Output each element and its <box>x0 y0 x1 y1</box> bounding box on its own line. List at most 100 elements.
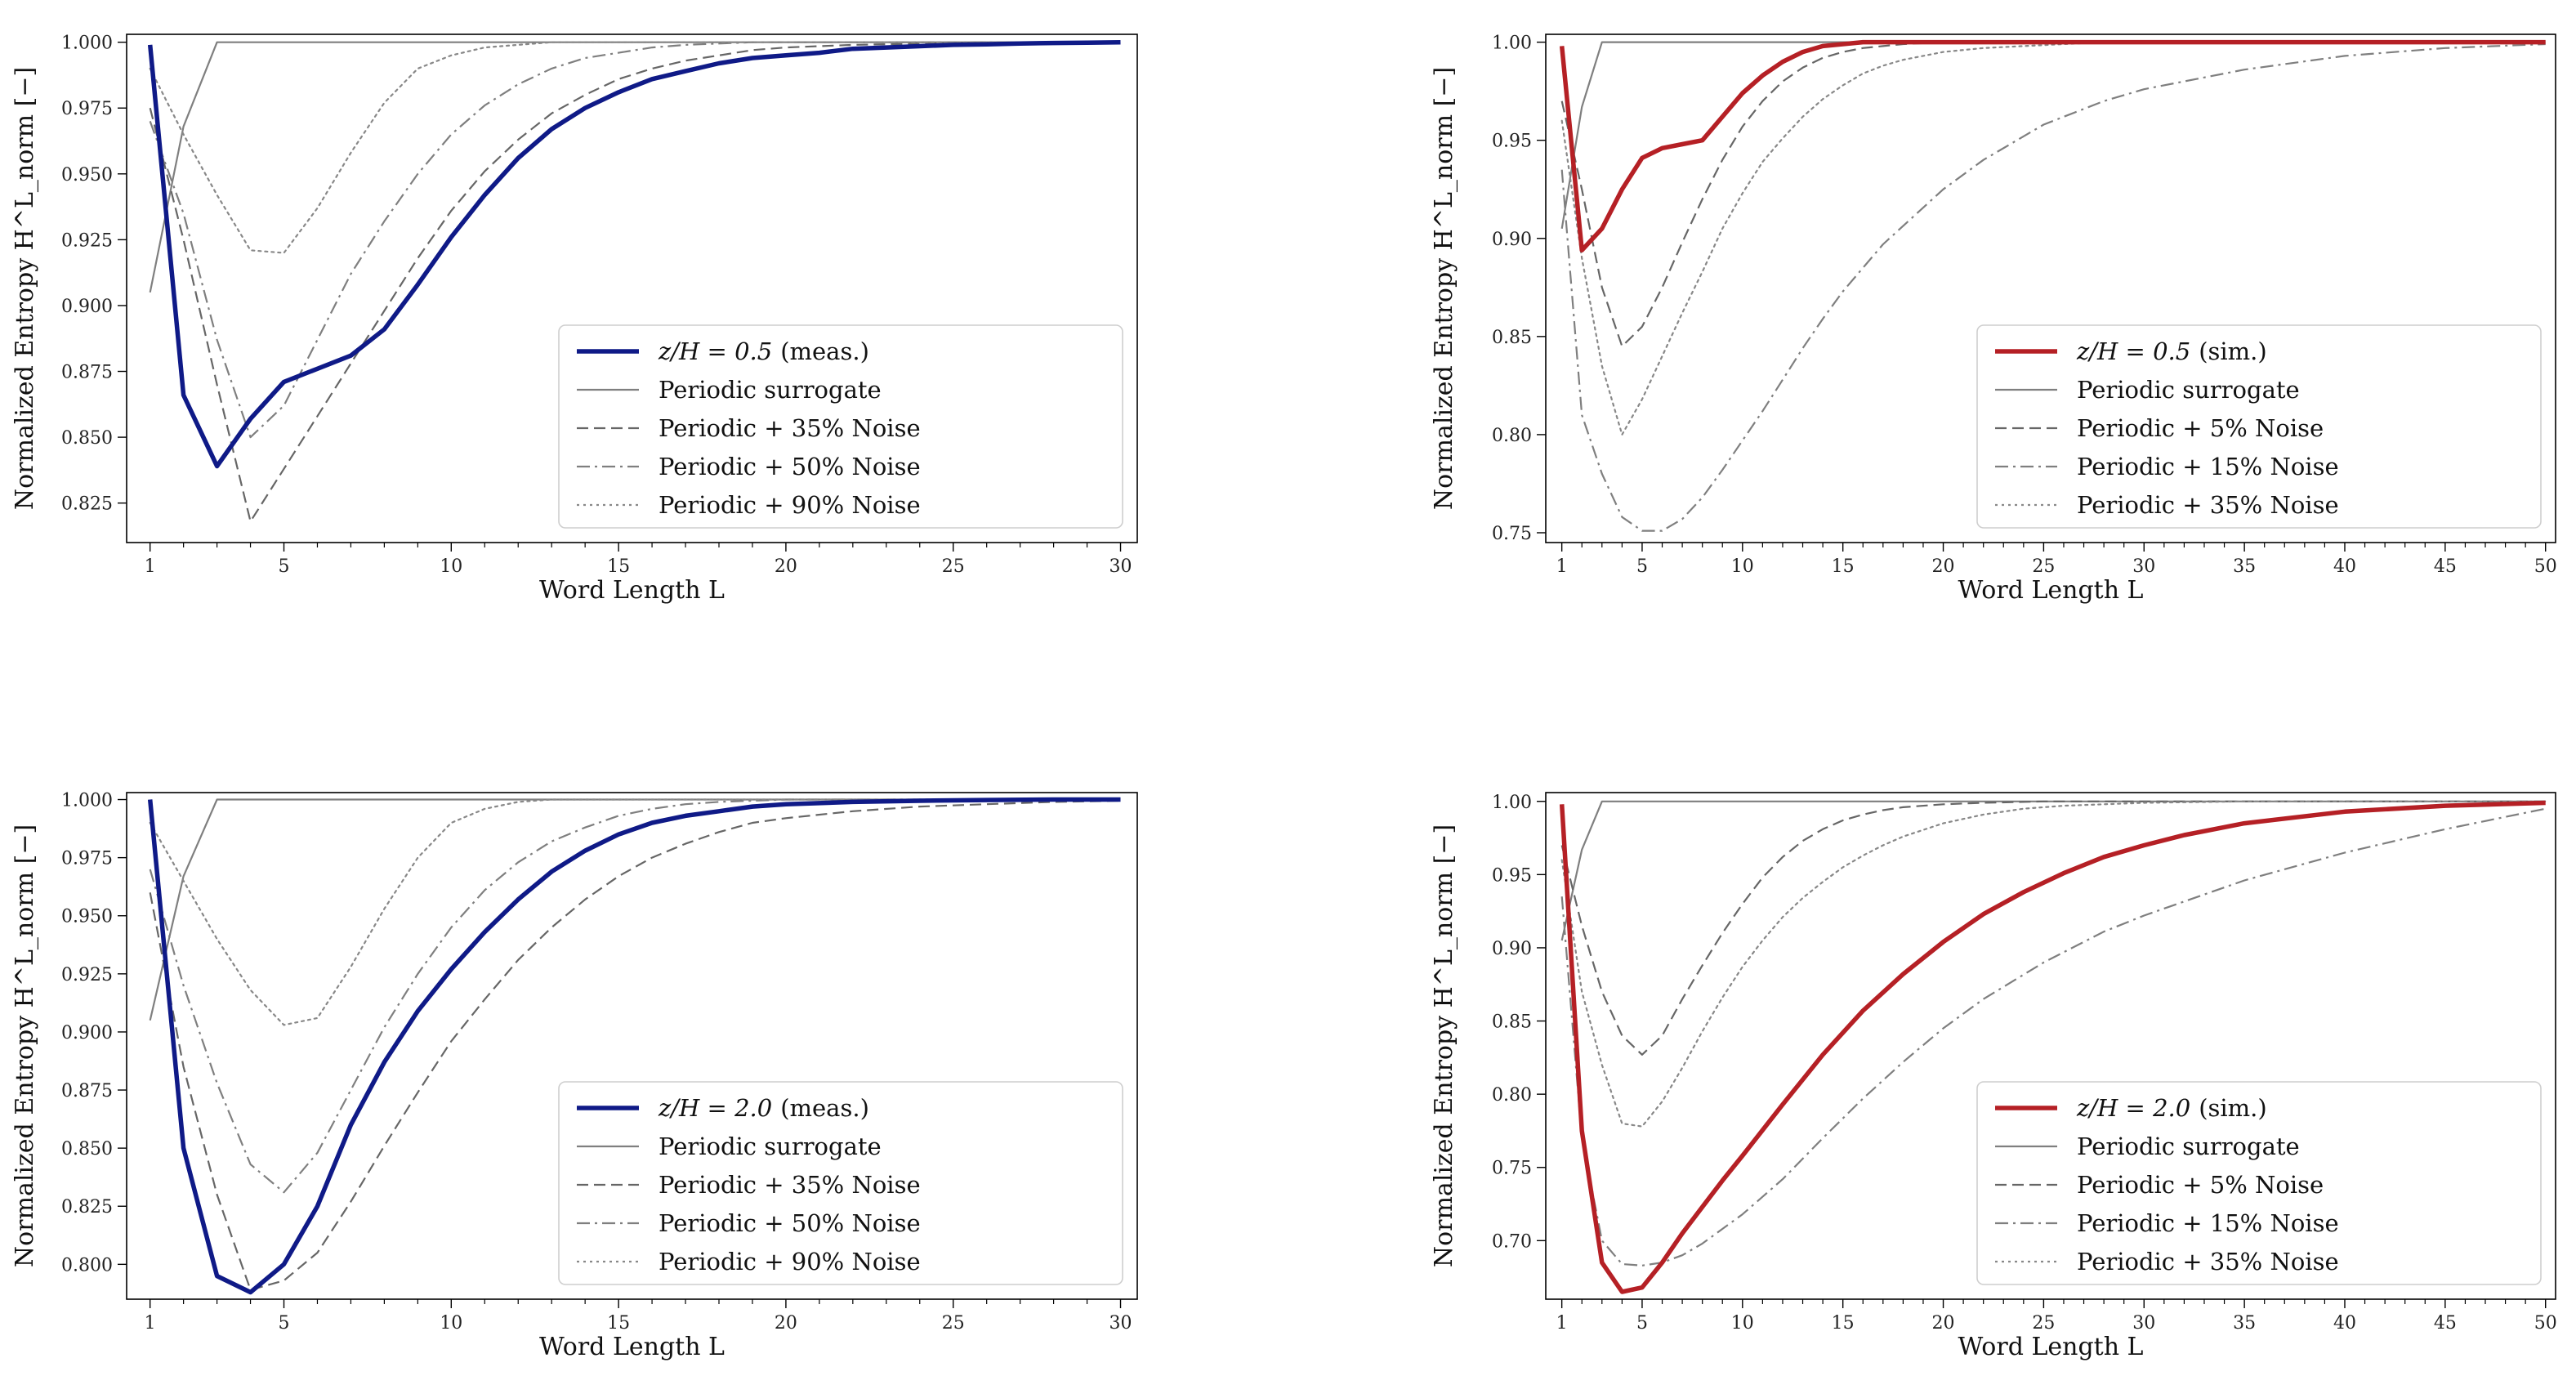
legend-entry-label: Periodic + 5% Noise <box>2077 414 2324 442</box>
legend-entry-suffix: (meas.) <box>780 337 869 365</box>
legend-entry-label: Periodic + 15% Noise <box>2077 1209 2339 1237</box>
legend-entry-label: Periodic + 35% Noise <box>659 414 921 442</box>
x-tick-label: 15 <box>607 1313 630 1334</box>
y-tick-label: 0.925 <box>61 965 113 985</box>
series-line-4 <box>149 798 1122 1026</box>
legend-entry-label: Periodic surrogate <box>2077 376 2300 404</box>
series-line-4 <box>1560 800 2547 1128</box>
legend-entry-label: Periodic + 50% Noise <box>659 1209 921 1237</box>
y-tick-label: 0.875 <box>61 1081 113 1101</box>
legend-box <box>558 1081 1123 1285</box>
legend-entry-label: Periodic surrogate <box>659 1133 882 1160</box>
y-tick-label: 0.900 <box>61 1023 113 1043</box>
y-tick-label: 0.825 <box>61 1197 113 1217</box>
x-tick-label: 50 <box>2534 556 2557 577</box>
x-tick-label: 20 <box>775 1313 797 1334</box>
axes-frame <box>126 792 1138 1300</box>
series-line-2 <box>149 799 1121 1291</box>
x-tick-label: 15 <box>1832 1313 1855 1334</box>
x-tick-label: 30 <box>1109 556 1132 577</box>
x-tick-label: 1 <box>1556 556 1568 577</box>
x-tick-label: 50 <box>2534 1313 2557 1334</box>
x-axis-label: Word Length L <box>539 576 725 605</box>
y-tick-label: 0.850 <box>61 1139 113 1159</box>
y-tick-label: 1.00 <box>1492 34 1532 54</box>
x-tick-label: 10 <box>440 556 462 577</box>
legend-entry-label: Periodic + 35% Noise <box>659 1171 921 1199</box>
x-tick-label: 25 <box>2032 556 2055 577</box>
x-tick-label: 40 <box>2333 1313 2356 1334</box>
axes-frame <box>126 34 1138 543</box>
y-tick-label: 0.800 <box>61 1255 113 1275</box>
plot-area <box>147 797 1122 1295</box>
series-line-3 <box>1560 42 2546 532</box>
x-tick-label: 25 <box>942 556 965 577</box>
y-axis-label: Normalized Entropy H^L_norm [−] <box>11 824 39 1267</box>
legend: z/H = 0.5 (sim.) Periodic surrogate Periodi… <box>1976 324 2542 529</box>
y-tick-label: 1.000 <box>61 791 113 811</box>
legend-entry-suffix: (sim.) <box>2199 1094 2267 1122</box>
x-tick-label: 45 <box>2434 556 2457 577</box>
legend-entry-label: Periodic + 90% Noise <box>659 1248 921 1275</box>
series-line-0 <box>147 797 1121 1295</box>
chart-panel-bottom-right: 1 5 10 15 20 25 30 35 40 45 500.700.750.800.850.90… <box>1430 792 2557 1361</box>
series-line-2 <box>149 41 1121 523</box>
y-axis-label: Normalized Entropy H^L_norm [−] <box>1430 824 1458 1267</box>
x-tick-label: 30 <box>1109 1313 1132 1334</box>
plot-area <box>1559 800 2547 1294</box>
series-line-1 <box>149 41 1121 293</box>
plot-area <box>147 39 1122 523</box>
legend-box <box>1976 324 2542 529</box>
legend-entry-main: z/H = 0.5 <box>2076 337 2190 365</box>
x-tick-label: 30 <box>2132 1313 2155 1334</box>
x-tick-label: 30 <box>2132 556 2155 577</box>
legend-entry-label: z/H = 2.0 (sim.) <box>2076 1094 2267 1122</box>
legend-entry-label: Periodic surrogate <box>2077 1133 2300 1160</box>
chart-panel-bottom-left: 1 5 10 15 20 25 300.8000.8250.8500.8750.9000.9… <box>11 791 1138 1361</box>
y-axis-label: Normalized Entropy H^L_norm [−] <box>11 67 39 510</box>
x-tick-label: 5 <box>279 1313 290 1334</box>
x-tick-label: 10 <box>440 1313 462 1334</box>
y-tick-label: 0.95 <box>1492 865 1532 886</box>
x-tick-label: 35 <box>2233 1313 2256 1334</box>
legend: z/H = 2.0 (sim.) Periodic surrogate Periodi… <box>1976 1081 2542 1285</box>
legend-entry-label: z/H = 2.0 (meas.) <box>658 1094 869 1122</box>
series-line-3 <box>149 798 1121 1194</box>
y-tick-label: 0.80 <box>1492 426 1532 446</box>
x-tick-label: 10 <box>1731 1313 1754 1334</box>
x-tick-label: 40 <box>2333 556 2356 577</box>
series-line-1 <box>149 798 1121 1021</box>
legend-entry-label: Periodic + 35% Noise <box>2077 1248 2339 1275</box>
legend-entry-suffix: (meas.) <box>780 1094 869 1122</box>
legend-entry-label: Periodic + 35% Noise <box>2077 491 2339 519</box>
legend: z/H = 2.0 (meas.) Periodic surrogate Period… <box>558 1081 1123 1285</box>
y-tick-label: 0.85 <box>1492 328 1532 348</box>
legend-entry-suffix: (sim.) <box>2199 337 2267 365</box>
y-tick-label: 0.90 <box>1492 939 1532 959</box>
x-axis-label: Word Length L <box>539 1333 725 1361</box>
x-tick-label: 10 <box>1731 556 1754 577</box>
legend-entry-label: Periodic surrogate <box>659 376 882 404</box>
series-line-0 <box>1559 800 2546 1294</box>
y-tick-label: 0.950 <box>61 165 113 185</box>
series-line-0 <box>1559 39 2546 252</box>
x-tick-label: 5 <box>1636 556 1648 577</box>
y-tick-label: 0.75 <box>1492 524 1532 544</box>
y-tick-label: 1.00 <box>1492 793 1532 813</box>
x-tick-label: 35 <box>2233 556 2256 577</box>
legend-entry-label: Periodic + 90% Noise <box>659 491 921 519</box>
series-line-0 <box>147 39 1121 469</box>
legend: z/H = 0.5 (meas.) Periodic surrogate Period… <box>558 324 1123 529</box>
legend-entry-label: z/H = 0.5 (meas.) <box>658 337 869 365</box>
y-tick-label: 0.875 <box>61 363 113 383</box>
y-tick-label: 0.900 <box>61 297 113 317</box>
series-line-2 <box>1560 41 2546 347</box>
x-tick-label: 1 <box>145 1313 156 1334</box>
x-tick-label: 25 <box>942 1313 965 1334</box>
x-tick-label: 25 <box>2032 1313 2055 1334</box>
x-tick-label: 1 <box>145 556 156 577</box>
legend-entry-label: Periodic + 5% Noise <box>2077 1171 2324 1199</box>
legend-entry-main: z/H = 2.0 <box>658 1094 772 1122</box>
legend-entry-main: z/H = 2.0 <box>2076 1094 2190 1122</box>
